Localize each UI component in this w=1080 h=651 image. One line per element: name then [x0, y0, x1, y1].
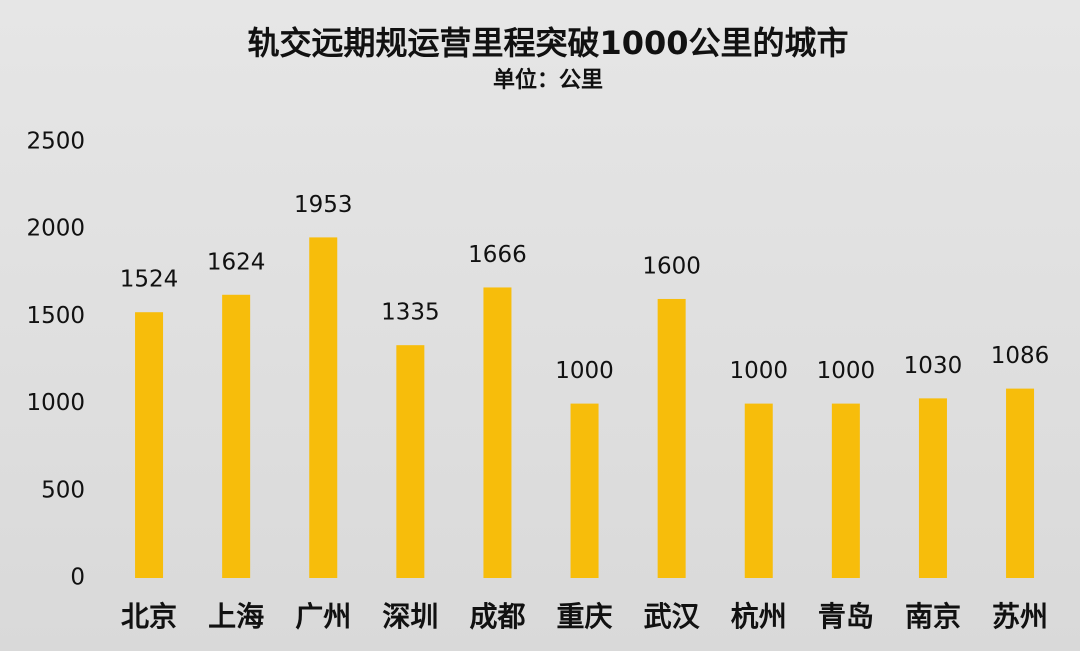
y-tick-label: 2000 [26, 216, 85, 242]
x-tick-label: 武汉 [644, 600, 701, 633]
y-tick-label: 2500 [26, 129, 85, 155]
value-label: 1000 [729, 358, 788, 384]
value-label: 1086 [991, 343, 1050, 369]
y-tick-label: 1000 [26, 390, 85, 416]
x-tick-label: 杭州 [731, 600, 787, 633]
bar [570, 403, 599, 578]
y-tick-label: 1500 [26, 303, 85, 329]
bar [918, 398, 947, 578]
x-tick-label: 广州 [295, 600, 351, 633]
y-tick-label: 500 [41, 477, 85, 503]
chart-title: 轨交远期规运营里程突破1000公里的城市 [247, 24, 848, 62]
x-tick-label: 苏州 [992, 600, 1048, 633]
value-label: 1953 [294, 192, 353, 218]
bar [135, 312, 164, 578]
value-label: 1335 [381, 300, 440, 326]
x-tick-label: 青岛 [818, 600, 874, 633]
x-tick-label: 成都 [469, 600, 525, 633]
bar [222, 294, 251, 578]
value-label: 1030 [904, 353, 963, 379]
x-tick-label: 北京 [121, 600, 177, 633]
value-label: 1600 [642, 253, 701, 279]
bar [396, 345, 425, 578]
x-tick-label: 南京 [905, 600, 961, 633]
chart-subtitle: 单位：公里 [493, 67, 603, 93]
value-label: 1000 [817, 358, 876, 384]
bar [831, 403, 860, 578]
value-label: 1000 [555, 358, 614, 384]
y-tick-label: 0 [70, 565, 85, 591]
bar [657, 298, 686, 578]
bar [483, 287, 512, 578]
x-tick-label: 重庆 [557, 600, 613, 633]
x-tick-label: 深圳 [382, 600, 438, 633]
bar [309, 237, 338, 579]
x-tick-label: 上海 [208, 600, 264, 633]
bar [1006, 388, 1035, 578]
value-label: 1524 [120, 267, 179, 293]
value-label: 1666 [468, 242, 527, 268]
bar [744, 403, 773, 578]
value-label: 1624 [207, 249, 266, 275]
